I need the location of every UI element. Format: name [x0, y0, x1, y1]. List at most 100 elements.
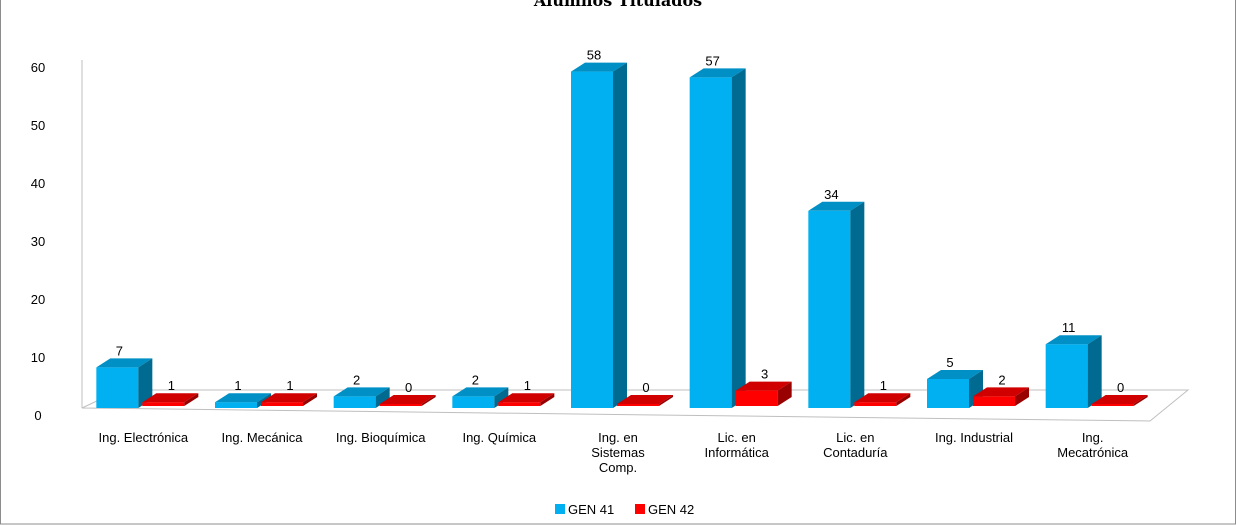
bar-front	[142, 402, 185, 406]
bar-side	[375, 387, 390, 408]
bar-top	[379, 395, 436, 404]
bar-side	[1087, 335, 1102, 408]
bar-side	[850, 201, 865, 408]
bar-top	[927, 370, 983, 379]
bar-top	[617, 395, 673, 404]
bar-side	[494, 387, 509, 408]
legend-swatch	[635, 504, 645, 514]
bar-gen41	[1045, 335, 1102, 408]
bar-gen41	[808, 201, 865, 408]
data-label: 5	[946, 355, 953, 370]
bar-top	[689, 68, 746, 78]
bar-side	[1133, 395, 1148, 406]
data-label: 1	[286, 378, 293, 393]
bar-gen41	[452, 387, 509, 408]
bar-side	[303, 393, 317, 406]
bar-top	[261, 393, 317, 403]
bar-front	[617, 404, 659, 406]
bar-gen41	[333, 387, 390, 408]
bar-gen41	[96, 358, 153, 408]
y-tick-label: 30	[31, 234, 45, 249]
bar-top	[333, 387, 390, 397]
data-label: 1	[168, 378, 175, 393]
data-label: 1	[524, 378, 531, 393]
bar-gen42	[854, 393, 911, 406]
bar-front	[571, 71, 613, 408]
bar-front	[96, 367, 139, 408]
data-label: 34	[824, 187, 838, 202]
bars	[96, 62, 1148, 409]
bar-front	[973, 396, 1015, 406]
category-labels: Ing. Electrónica Ing. Mecánica Ing. Bioquí…	[99, 430, 1129, 475]
legend-item: GEN 42	[635, 502, 694, 517]
y-tick-label: 10	[31, 350, 45, 365]
bar-side	[421, 395, 436, 406]
data-label: 1	[234, 378, 241, 393]
bar-front	[215, 402, 257, 408]
bar-side	[613, 62, 627, 408]
bar-front	[808, 210, 851, 408]
bar-top	[96, 358, 153, 368]
bar-top	[735, 381, 792, 391]
bar-top	[1045, 335, 1102, 345]
bar-gen42	[261, 393, 317, 406]
y-tick-label: 50	[31, 118, 45, 133]
data-label: 11	[1062, 320, 1076, 335]
category-label: Ing. Bioquímica	[336, 430, 426, 445]
category-label: Ing. Industrial	[935, 430, 1013, 445]
bar-top	[808, 201, 865, 211]
bar-side	[540, 393, 555, 406]
legend-label: GEN 42	[648, 502, 694, 517]
legend: GEN 41 GEN 42	[555, 502, 694, 517]
bar-side	[777, 381, 792, 406]
bar-top	[142, 393, 199, 403]
category-label: Lic. en Contaduría	[823, 430, 888, 460]
bar-gen42	[379, 395, 436, 406]
bar-front	[261, 402, 303, 406]
bar-side	[184, 393, 199, 406]
bar-front	[735, 390, 778, 406]
bar-top	[973, 387, 1029, 397]
bar-front	[1045, 344, 1088, 408]
data-label: 58	[587, 48, 601, 63]
bar-side	[731, 68, 746, 409]
data-label: 0	[1117, 380, 1124, 395]
data-label: 0	[405, 380, 412, 395]
bar-front	[1091, 404, 1134, 406]
bar-top	[854, 393, 911, 403]
bar-top	[1091, 395, 1148, 404]
bar-front	[689, 77, 732, 409]
bar-front	[333, 396, 376, 408]
bar-side	[659, 395, 673, 406]
bar-top	[452, 387, 509, 397]
bar-gen42	[735, 381, 792, 406]
data-label: 0	[642, 380, 649, 395]
data-label: 2	[353, 372, 360, 387]
y-tick-label: 60	[31, 60, 45, 75]
bar-front	[379, 404, 422, 406]
legend-swatch	[555, 504, 565, 514]
bar-top	[215, 393, 271, 403]
y-tick-label: 0	[34, 408, 41, 423]
category-label: Ing. Mecatrónica	[1057, 430, 1129, 460]
bar-side	[138, 358, 153, 408]
bar-top	[571, 62, 627, 72]
legend-item: GEN 41	[555, 502, 614, 517]
bar-front	[927, 379, 969, 408]
bar-gen42	[973, 387, 1029, 406]
y-tick-label: 20	[31, 292, 45, 307]
data-label: 3	[761, 367, 768, 382]
bar-gen42	[617, 395, 673, 406]
bar-side	[1015, 387, 1029, 406]
y-tick-label: 40	[31, 176, 45, 191]
chart-title: Alumnos Titulados	[533, 0, 702, 10]
bar-side	[896, 393, 911, 406]
bar-gen42	[1091, 395, 1148, 406]
category-label: Lic. en Informática	[705, 430, 770, 460]
data-label: 2	[998, 372, 1005, 387]
bar-front	[452, 396, 495, 408]
legend-label: GEN 41	[568, 502, 614, 517]
bar-front	[854, 402, 897, 406]
category-label: Ing. Electrónica	[99, 430, 189, 445]
